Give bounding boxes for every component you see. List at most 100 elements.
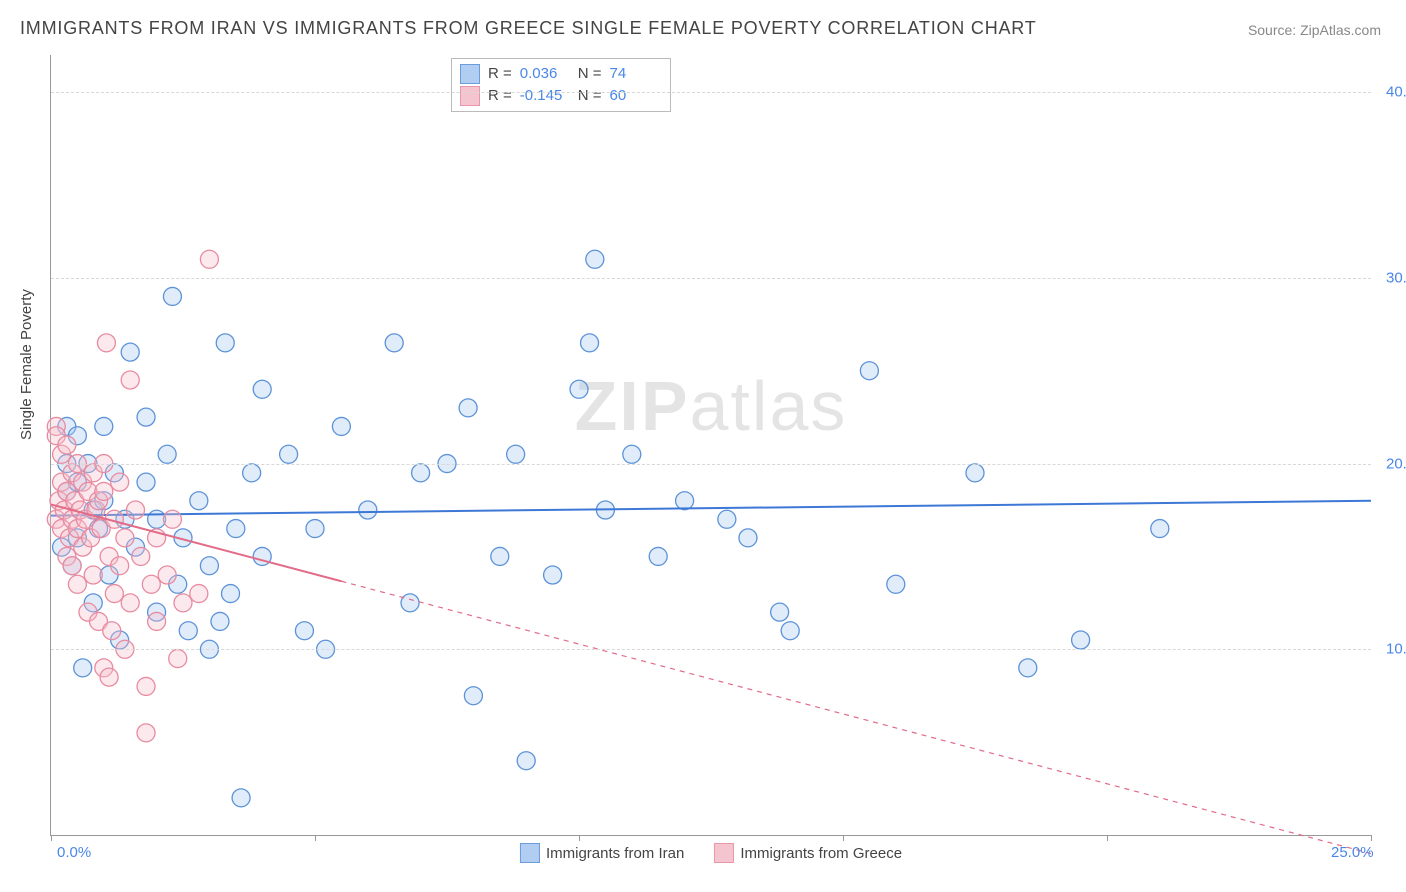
data-point xyxy=(1019,659,1037,677)
ytick-label: 20.0% xyxy=(1376,455,1406,472)
xtick xyxy=(843,835,844,841)
data-point xyxy=(163,287,181,305)
xtick xyxy=(579,835,580,841)
data-point xyxy=(121,594,139,612)
data-point xyxy=(163,510,181,528)
data-point xyxy=(253,380,271,398)
data-point xyxy=(68,575,86,593)
data-point xyxy=(781,622,799,640)
stats-row-greece: R = -0.145 N = 60 xyxy=(460,85,660,107)
data-point xyxy=(121,343,139,361)
data-point xyxy=(190,585,208,603)
legend-item-greece: Immigrants from Greece xyxy=(714,843,902,863)
data-point xyxy=(718,510,736,528)
legend-swatch-greece xyxy=(714,843,734,863)
trend-line xyxy=(51,501,1371,516)
data-point xyxy=(359,501,377,519)
gridline xyxy=(51,92,1371,93)
data-point xyxy=(412,464,430,482)
data-point xyxy=(1072,631,1090,649)
y-axis-label: Single Female Poverty xyxy=(18,289,35,440)
data-point xyxy=(459,399,477,417)
xtick xyxy=(315,835,316,841)
data-point xyxy=(74,659,92,677)
data-point xyxy=(295,622,313,640)
xtick xyxy=(1371,835,1372,841)
data-point xyxy=(58,436,76,454)
data-point xyxy=(84,566,102,584)
source-label: Source: ZipAtlas.com xyxy=(1248,22,1381,38)
xtick xyxy=(51,835,52,841)
xtick xyxy=(1107,835,1108,841)
data-point xyxy=(111,473,129,491)
data-point xyxy=(200,250,218,268)
data-point xyxy=(623,445,641,463)
data-point xyxy=(586,250,604,268)
chart-title: IMMIGRANTS FROM IRAN VS IMMIGRANTS FROM … xyxy=(20,18,1037,39)
stats-box: R = 0.036 N = 74 R = -0.145 N = 60 xyxy=(451,58,671,112)
data-point xyxy=(103,622,121,640)
gridline xyxy=(51,278,1371,279)
data-point xyxy=(132,547,150,565)
data-point xyxy=(137,473,155,491)
data-point xyxy=(507,445,525,463)
data-point xyxy=(860,362,878,380)
data-point xyxy=(771,603,789,621)
data-point xyxy=(142,575,160,593)
data-point xyxy=(95,482,113,500)
data-point xyxy=(137,408,155,426)
data-point xyxy=(676,492,694,510)
data-point xyxy=(306,520,324,538)
data-point xyxy=(649,547,667,565)
stat-r-label: R = xyxy=(488,63,512,85)
xtick-label: 0.0% xyxy=(57,844,91,861)
data-point xyxy=(137,724,155,742)
data-point xyxy=(174,594,192,612)
ytick-label: 30.0% xyxy=(1376,269,1406,286)
data-point xyxy=(544,566,562,584)
stat-r-iran: 0.036 xyxy=(520,63,570,85)
data-point xyxy=(243,464,261,482)
data-point xyxy=(464,687,482,705)
scatter-svg xyxy=(51,55,1371,835)
data-point xyxy=(332,417,350,435)
data-point xyxy=(158,445,176,463)
stat-n-greece: 60 xyxy=(610,85,660,107)
data-point xyxy=(158,566,176,584)
data-point xyxy=(148,612,166,630)
legend-item-iran: Immigrants from Iran xyxy=(520,843,684,863)
ytick-label: 10.0% xyxy=(1376,641,1406,658)
data-point xyxy=(97,334,115,352)
data-point xyxy=(95,417,113,435)
ytick-label: 40.0% xyxy=(1376,84,1406,101)
stat-n-label-2: N = xyxy=(578,85,602,107)
data-point xyxy=(105,585,123,603)
data-point xyxy=(401,594,419,612)
legend-label-greece: Immigrants from Greece xyxy=(740,845,902,862)
data-point xyxy=(222,585,240,603)
data-point xyxy=(116,529,134,547)
data-point xyxy=(517,752,535,770)
gridline xyxy=(51,649,1371,650)
data-point xyxy=(227,520,245,538)
swatch-greece xyxy=(460,86,480,106)
data-point xyxy=(200,557,218,575)
stat-n-label: N = xyxy=(578,63,602,85)
swatch-iran xyxy=(460,64,480,84)
data-point xyxy=(280,445,298,463)
data-point xyxy=(126,501,144,519)
stat-r-greece: -0.145 xyxy=(520,85,570,107)
xtick-label: 25.0% xyxy=(1331,844,1374,861)
stat-n-iran: 74 xyxy=(610,63,660,85)
plot-area: ZIPatlas R = 0.036 N = 74 R = -0.145 N =… xyxy=(50,55,1371,836)
legend-label-iran: Immigrants from Iran xyxy=(546,845,684,862)
data-point xyxy=(121,371,139,389)
stats-row-iran: R = 0.036 N = 74 xyxy=(460,63,660,85)
data-point xyxy=(491,547,509,565)
data-point xyxy=(137,677,155,695)
gridline xyxy=(51,464,1371,465)
data-point xyxy=(100,668,118,686)
data-point xyxy=(966,464,984,482)
data-point xyxy=(739,529,757,547)
data-point xyxy=(111,557,129,575)
